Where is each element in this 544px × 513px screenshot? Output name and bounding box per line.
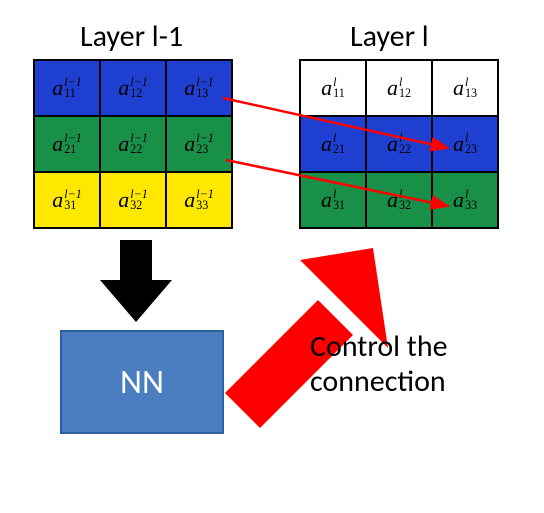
nn-box: NN [60,330,224,434]
right-cell-11: al11 [299,59,367,117]
left-cell-22: al−122 [99,115,167,173]
left-activation-grid: al−111al−112al−113al−121al−122al−123al−1… [34,60,232,228]
left-cell-13: al−113 [165,59,233,117]
right-cell-13: al13 [431,59,499,117]
left-cell-33: al−133 [165,171,233,229]
left-cell-21: al−121 [33,115,101,173]
right-cell-23: al23 [431,115,499,173]
control-caption-line1: Control the [310,330,448,365]
control-caption-line2: connection [310,365,448,400]
right-cell-22: al22 [365,115,433,173]
right-cell-33: al33 [431,171,499,229]
right-activation-grid: al11al12al13 al21al22al23 al31al32al33 [300,60,498,228]
left-cell-11: al−111 [33,59,101,117]
black-arrow-tail [120,240,152,280]
right-cell-12: al12 [365,59,433,117]
nn-box-label: NN [120,362,164,403]
right-cell-31: al31 [299,171,367,229]
left-cell-32: al−132 [99,171,167,229]
right-cell-32: al32 [365,171,433,229]
title-layer-l-minus-1: Layer l-1 [80,18,183,55]
title-layer-l: Layer l [350,18,429,55]
left-cell-12: al−112 [99,59,167,117]
black-arrow-head [100,280,172,322]
control-caption: Control the connection [310,330,448,399]
left-cell-31: al−131 [33,171,101,229]
left-cell-23: al−123 [165,115,233,173]
right-cell-21: al21 [299,115,367,173]
